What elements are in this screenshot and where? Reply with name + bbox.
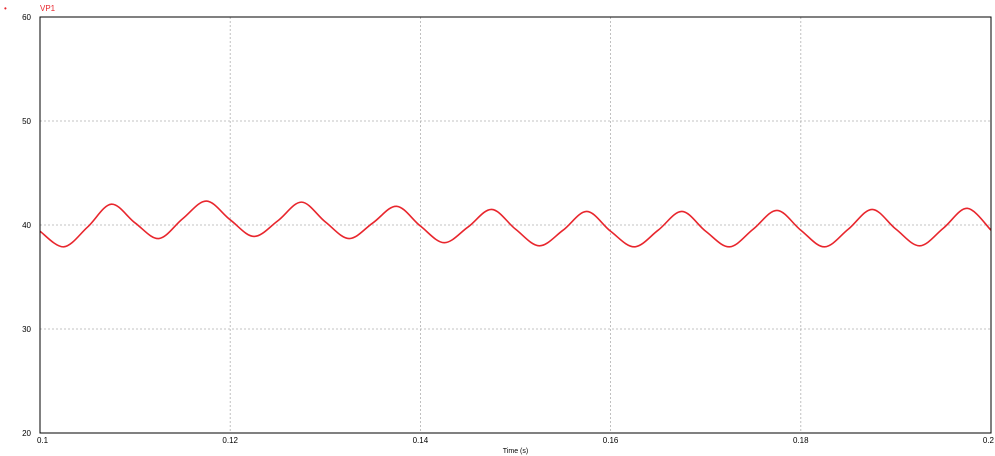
x-tick-label: 0.18 [793,436,809,445]
tick-labels: 0.1 0.12 0.14 0.16 0.18 0.2 20 30 40 50 60 [22,13,994,445]
x-tick-label: 0.2 [983,436,995,445]
x-tick-label: 0.16 [603,436,619,445]
x-tick-label: 0.12 [222,436,238,445]
legend-marker: • [4,4,7,13]
x-axis-title: Time (s) [503,448,528,455]
y-tick-label: 60 [22,13,31,22]
y-tick-label: 50 [22,117,31,126]
legend-entry-vp1: VP1 [40,4,56,13]
y-tick-label: 40 [22,221,31,230]
plot-area-border [39,16,992,434]
x-tick-label: 0.1 [37,436,49,445]
legend: • VP1 [4,4,56,13]
series-line-vp1 [39,200,992,248]
grid-lines [40,17,991,433]
y-tick-label: 30 [22,325,31,334]
series-layer [39,200,992,248]
y-tick-label: 20 [22,429,31,438]
x-tick-label: 0.14 [413,436,429,445]
